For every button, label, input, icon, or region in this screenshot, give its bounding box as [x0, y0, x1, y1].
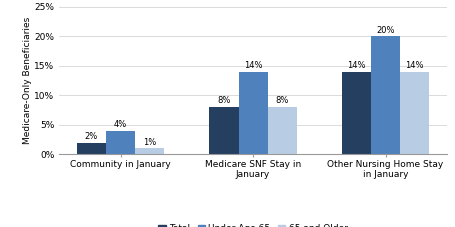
Bar: [267, 107, 296, 154]
Bar: [135, 148, 164, 154]
Bar: [341, 72, 370, 154]
Bar: [238, 72, 267, 154]
Bar: [106, 131, 135, 154]
Text: 20%: 20%: [375, 26, 394, 35]
Text: 8%: 8%: [217, 96, 230, 105]
Text: 14%: 14%: [243, 61, 262, 70]
Bar: [209, 107, 238, 154]
Bar: [370, 36, 399, 154]
Text: 4%: 4%: [114, 120, 127, 129]
Legend: Total, Under Age 65, 65 and Older: Total, Under Age 65, 65 and Older: [155, 221, 350, 227]
Text: 14%: 14%: [404, 61, 423, 70]
Text: 14%: 14%: [346, 61, 365, 70]
Bar: [399, 72, 428, 154]
Bar: [77, 143, 106, 154]
Text: 8%: 8%: [275, 96, 288, 105]
Y-axis label: Medicare-Only Beneficiaries: Medicare-Only Beneficiaries: [22, 17, 31, 144]
Text: 2%: 2%: [85, 132, 98, 141]
Text: 1%: 1%: [143, 138, 156, 147]
